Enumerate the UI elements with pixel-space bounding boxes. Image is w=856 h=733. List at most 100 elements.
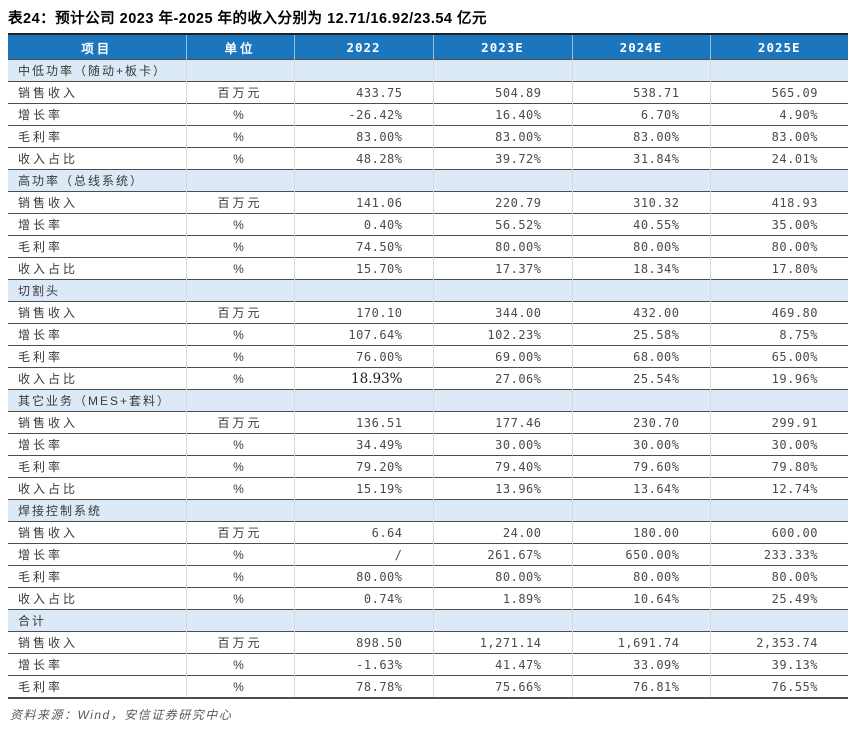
value-cell: 35.00% bbox=[709, 213, 848, 236]
section-header-row: 焊接控制系统 bbox=[8, 499, 848, 522]
value-cell: 650.00% bbox=[571, 543, 710, 566]
value-cell: 41.47% bbox=[432, 653, 572, 676]
section-empty-cell bbox=[293, 389, 433, 412]
section-label-cell: 其它业务（MES+套料） bbox=[8, 389, 186, 412]
value-cell: 39.72% bbox=[432, 147, 572, 170]
unit-cell: % bbox=[185, 323, 294, 346]
section-empty-cell bbox=[185, 609, 294, 632]
section-empty-cell bbox=[571, 279, 710, 302]
value-cell: 48.28% bbox=[293, 147, 433, 170]
row-label-cell: 收入占比 bbox=[8, 477, 186, 500]
value-cell: 565.09 bbox=[709, 81, 848, 104]
value-cell: 76.81% bbox=[571, 675, 710, 698]
unit-cell: % bbox=[185, 433, 294, 456]
value-cell: 433.75 bbox=[293, 81, 433, 104]
value-cell: 13.96% bbox=[432, 477, 572, 500]
table-row: 增长率% -1.63% 41.47% 33.09% 39.13% bbox=[8, 653, 848, 676]
value-cell: 6.64 bbox=[293, 521, 433, 544]
table-row: 收入占比% 48.28% 39.72% 31.84% 24.01% bbox=[8, 147, 848, 170]
value-cell: 24.00 bbox=[432, 521, 572, 544]
table-row: 增长率%/261.67% 650.00% 233.33% bbox=[8, 543, 848, 566]
value-cell: 31.84% bbox=[571, 147, 710, 170]
value-cell: 2,353.74 bbox=[709, 631, 848, 654]
section-empty-cell bbox=[709, 279, 848, 302]
column-header-cell: 项目 bbox=[8, 34, 186, 60]
value-cell: 24.01% bbox=[709, 147, 848, 170]
section-empty-cell bbox=[709, 609, 848, 632]
value-cell: 15.70% bbox=[293, 257, 433, 280]
unit-cell: % bbox=[185, 257, 294, 280]
row-label-cell: 销售收入 bbox=[8, 301, 186, 324]
value-cell: -26.42% bbox=[293, 103, 433, 126]
section-label-cell: 高功率（总线系统） bbox=[8, 169, 186, 192]
section-empty-cell bbox=[709, 169, 848, 192]
value-cell: 6.70% bbox=[571, 103, 710, 126]
row-label-cell: 毛利率 bbox=[8, 455, 186, 478]
section-empty-cell bbox=[571, 59, 710, 82]
table-row: 销售收入 百万元 433.75 504.89 538.71 565.09 bbox=[8, 81, 848, 104]
section-header-row: 高功率（总线系统） bbox=[8, 169, 848, 192]
value-cell: 898.50 bbox=[293, 631, 433, 654]
value-cell: 30.00% bbox=[709, 433, 848, 456]
section-empty-cell bbox=[432, 499, 572, 522]
value-cell: 80.00% bbox=[293, 565, 433, 588]
value-cell: 79.20% bbox=[293, 455, 433, 478]
row-label-cell: 收入占比 bbox=[8, 257, 186, 280]
unit-cell: % bbox=[185, 587, 294, 610]
value-cell: 136.51 bbox=[293, 411, 433, 434]
value-cell: 78.78% bbox=[293, 675, 433, 698]
table-row: 收入占比% 0.74% 1.89% 10.64% 25.49% bbox=[8, 587, 848, 610]
source-note: 资料来源：Wind，安信证券研究中心 bbox=[10, 708, 233, 722]
unit-cell: % bbox=[185, 653, 294, 676]
value-cell: 170.10 bbox=[293, 301, 433, 324]
row-label-cell: 增长率 bbox=[8, 653, 186, 676]
table-row: 销售收入 百万元 898.50 1,271.14 1,691.74 2,353.74 bbox=[8, 631, 848, 654]
section-empty-cell bbox=[571, 499, 710, 522]
section-empty-cell bbox=[432, 279, 572, 302]
section-empty-cell bbox=[293, 609, 433, 632]
section-empty-cell bbox=[185, 169, 294, 192]
unit-cell: % bbox=[185, 345, 294, 368]
value-cell: 65.00% bbox=[709, 345, 848, 368]
value-cell: 80.00% bbox=[432, 565, 572, 588]
value-cell: 16.40% bbox=[432, 103, 572, 126]
unit-cell: % bbox=[185, 103, 294, 126]
value-cell: 180.00 bbox=[571, 521, 710, 544]
table-row: 销售收入 百万元 170.10 344.00 432.00 469.80 bbox=[8, 301, 848, 324]
value-cell: 102.23% bbox=[432, 323, 572, 346]
row-label-cell: 增长率 bbox=[8, 433, 186, 456]
value-cell: 18.34% bbox=[571, 257, 710, 280]
value-cell: 25.54% bbox=[571, 367, 710, 390]
value-cell: 1,691.74 bbox=[571, 631, 710, 654]
row-label-cell: 收入占比 bbox=[8, 147, 186, 170]
value-cell: 39.13% bbox=[709, 653, 848, 676]
row-label-cell: 增长率 bbox=[8, 213, 186, 236]
value-cell: 15.19% bbox=[293, 477, 433, 500]
column-header-cell: 2024E bbox=[571, 34, 710, 60]
unit-cell: 百万元 bbox=[185, 521, 294, 544]
table-row: 收入占比% 18.93% 27.06% 25.54% 19.96% bbox=[8, 367, 848, 390]
table-row: 毛利率% 83.00% 83.00% 83.00% 83.00% bbox=[8, 125, 848, 148]
section-empty-cell bbox=[432, 389, 572, 412]
unit-cell: % bbox=[185, 565, 294, 588]
value-cell: 80.00% bbox=[709, 235, 848, 258]
value-cell: 83.00% bbox=[432, 125, 572, 148]
value-cell: 299.91 bbox=[709, 411, 848, 434]
value-cell: 8.75% bbox=[709, 323, 848, 346]
value-cell: 18.93% bbox=[293, 367, 433, 390]
value-cell: 80.00% bbox=[571, 235, 710, 258]
section-empty-cell bbox=[432, 169, 572, 192]
value-cell: 177.46 bbox=[432, 411, 572, 434]
section-empty-cell bbox=[571, 609, 710, 632]
unit-cell: % bbox=[185, 455, 294, 478]
value-cell: 1,271.14 bbox=[432, 631, 572, 654]
value-cell: 141.06 bbox=[293, 191, 433, 214]
value-cell: 13.64% bbox=[571, 477, 710, 500]
table-row: 增长率% 0.40% 56.52% 40.55% 35.00% bbox=[8, 213, 848, 236]
section-empty-cell bbox=[571, 169, 710, 192]
value-cell: 76.00% bbox=[293, 345, 433, 368]
column-header-cell: 2022 bbox=[293, 34, 433, 60]
value-cell: 10.64% bbox=[571, 587, 710, 610]
table-row: 收入占比% 15.19% 13.96% 13.64% 12.74% bbox=[8, 477, 848, 500]
